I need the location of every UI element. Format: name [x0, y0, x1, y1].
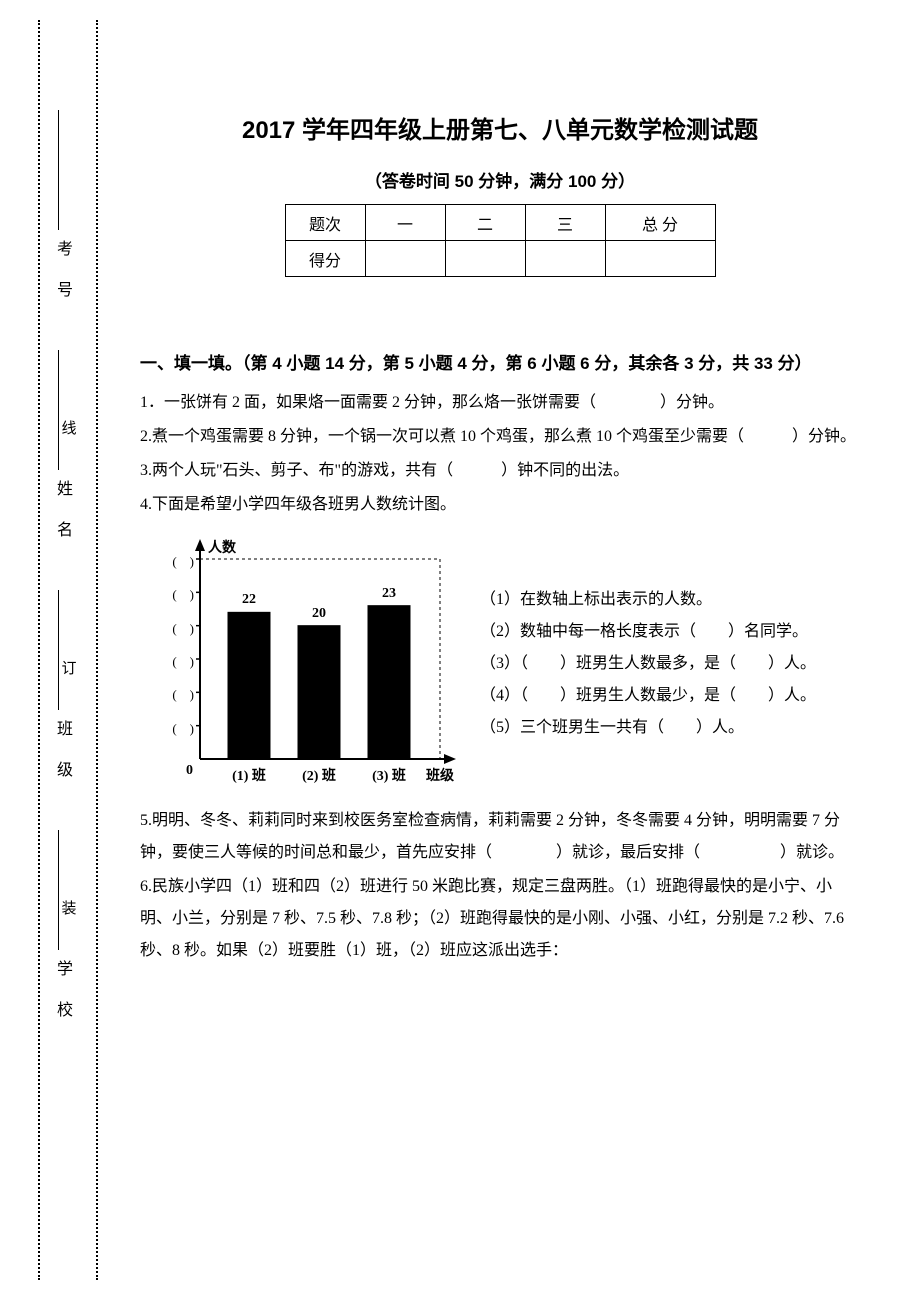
field-name-line: [58, 350, 59, 470]
score-table: 题次 一 二 三 总 分 得分: [285, 204, 716, 277]
th-1: 一: [365, 205, 445, 241]
q4-sub-4: （4）（ ）班男生人数最少，是（ ）人。: [480, 680, 816, 712]
q4-sub-1: （1）在数轴上标出表示的人数。: [480, 584, 816, 616]
page-subtitle: （答卷时间 50 分钟，满分 100 分）: [140, 167, 860, 192]
question-3: 3.两个人玩"石头、剪子、布"的游戏，共有（ ）钟不同的出法。: [140, 455, 860, 487]
field-school: 学 校: [50, 960, 74, 1021]
th-3: 三: [525, 205, 605, 241]
question-6: 6.民族小学四（1）班和四（2）班进行 50 米跑比赛，规定三盘两胜。（1）班跑…: [140, 871, 860, 967]
q4-sub-2: （2）数轴中每一格长度表示（ ）名同学。: [480, 616, 816, 648]
th-2: 二: [445, 205, 525, 241]
field-examno-line: [58, 110, 59, 230]
binding-marker-xian: 线: [58, 420, 79, 443]
field-name: 姓 名: [50, 480, 74, 541]
field-class-line: [58, 590, 59, 710]
score-value-row: 得分: [285, 241, 715, 277]
score-cell-1[interactable]: [365, 241, 445, 277]
q4-sub-5: （5）三个班男生一共有（ ）人。: [480, 712, 816, 744]
binding-marker-zhuang: 装: [58, 900, 79, 923]
q4-sub-3: （3）（ ）班男生人数最多，是（ ）人。: [480, 648, 816, 680]
question-4-intro: 4.下面是希望小学四年级各班男人数统计图。: [140, 489, 860, 521]
question-5: 5.明明、冬冬、莉莉同时来到校医务室检查病情，莉莉需要 2 分钟，冬冬需要 4 …: [140, 805, 860, 869]
th-label: 题次: [285, 205, 365, 241]
score-header-row: 题次 一 二 三 总 分: [285, 205, 715, 241]
bar-chart: ( )( )( )( )( )( )22(1) 班20(2) 班23(3) 班0…: [140, 529, 460, 799]
field-class: 班 级: [50, 720, 74, 781]
binding-marker-ding: 订: [58, 660, 79, 683]
main-content: 2017 学年四年级上册第七、八单元数学检测试题 （答卷时间 50 分钟，满分 …: [140, 110, 860, 969]
question-2: 2.煮一个鸡蛋需要 8 分钟，一个锅一次可以煮 10 个鸡蛋，那么煮 10 个鸡…: [140, 421, 860, 453]
origin-label: 0: [186, 763, 193, 779]
row-label: 得分: [285, 241, 365, 277]
th-total: 总 分: [605, 205, 715, 241]
page-title: 2017 学年四年级上册第七、八单元数学检测试题: [140, 110, 860, 145]
question-1: 1．一张饼有 2 面，如果烙一面需要 2 分钟，那么烙一张饼需要（ ）分钟。: [140, 387, 860, 419]
y-axis-label: 人数: [208, 537, 236, 557]
field-examno: 考 号: [50, 240, 74, 301]
score-cell-3[interactable]: [525, 241, 605, 277]
chart-row: ( )( )( )( )( )( )22(1) 班20(2) 班23(3) 班0…: [140, 529, 860, 799]
binding-column: 装 订 线 学 校 班 级 姓 名 考 号: [38, 20, 98, 1280]
score-cell-total[interactable]: [605, 241, 715, 277]
field-school-line: [58, 830, 59, 950]
question-4-subs: （1）在数轴上标出表示的人数。（2）数轴中每一格长度表示（ ）名同学。（3）（ …: [460, 584, 816, 744]
x-axis-label: 班级: [426, 765, 454, 785]
section-1-head: 一、填一填。（第 4 小题 14 分，第 5 小题 4 分，第 6 小题 6 分…: [140, 347, 860, 381]
score-cell-2[interactable]: [445, 241, 525, 277]
